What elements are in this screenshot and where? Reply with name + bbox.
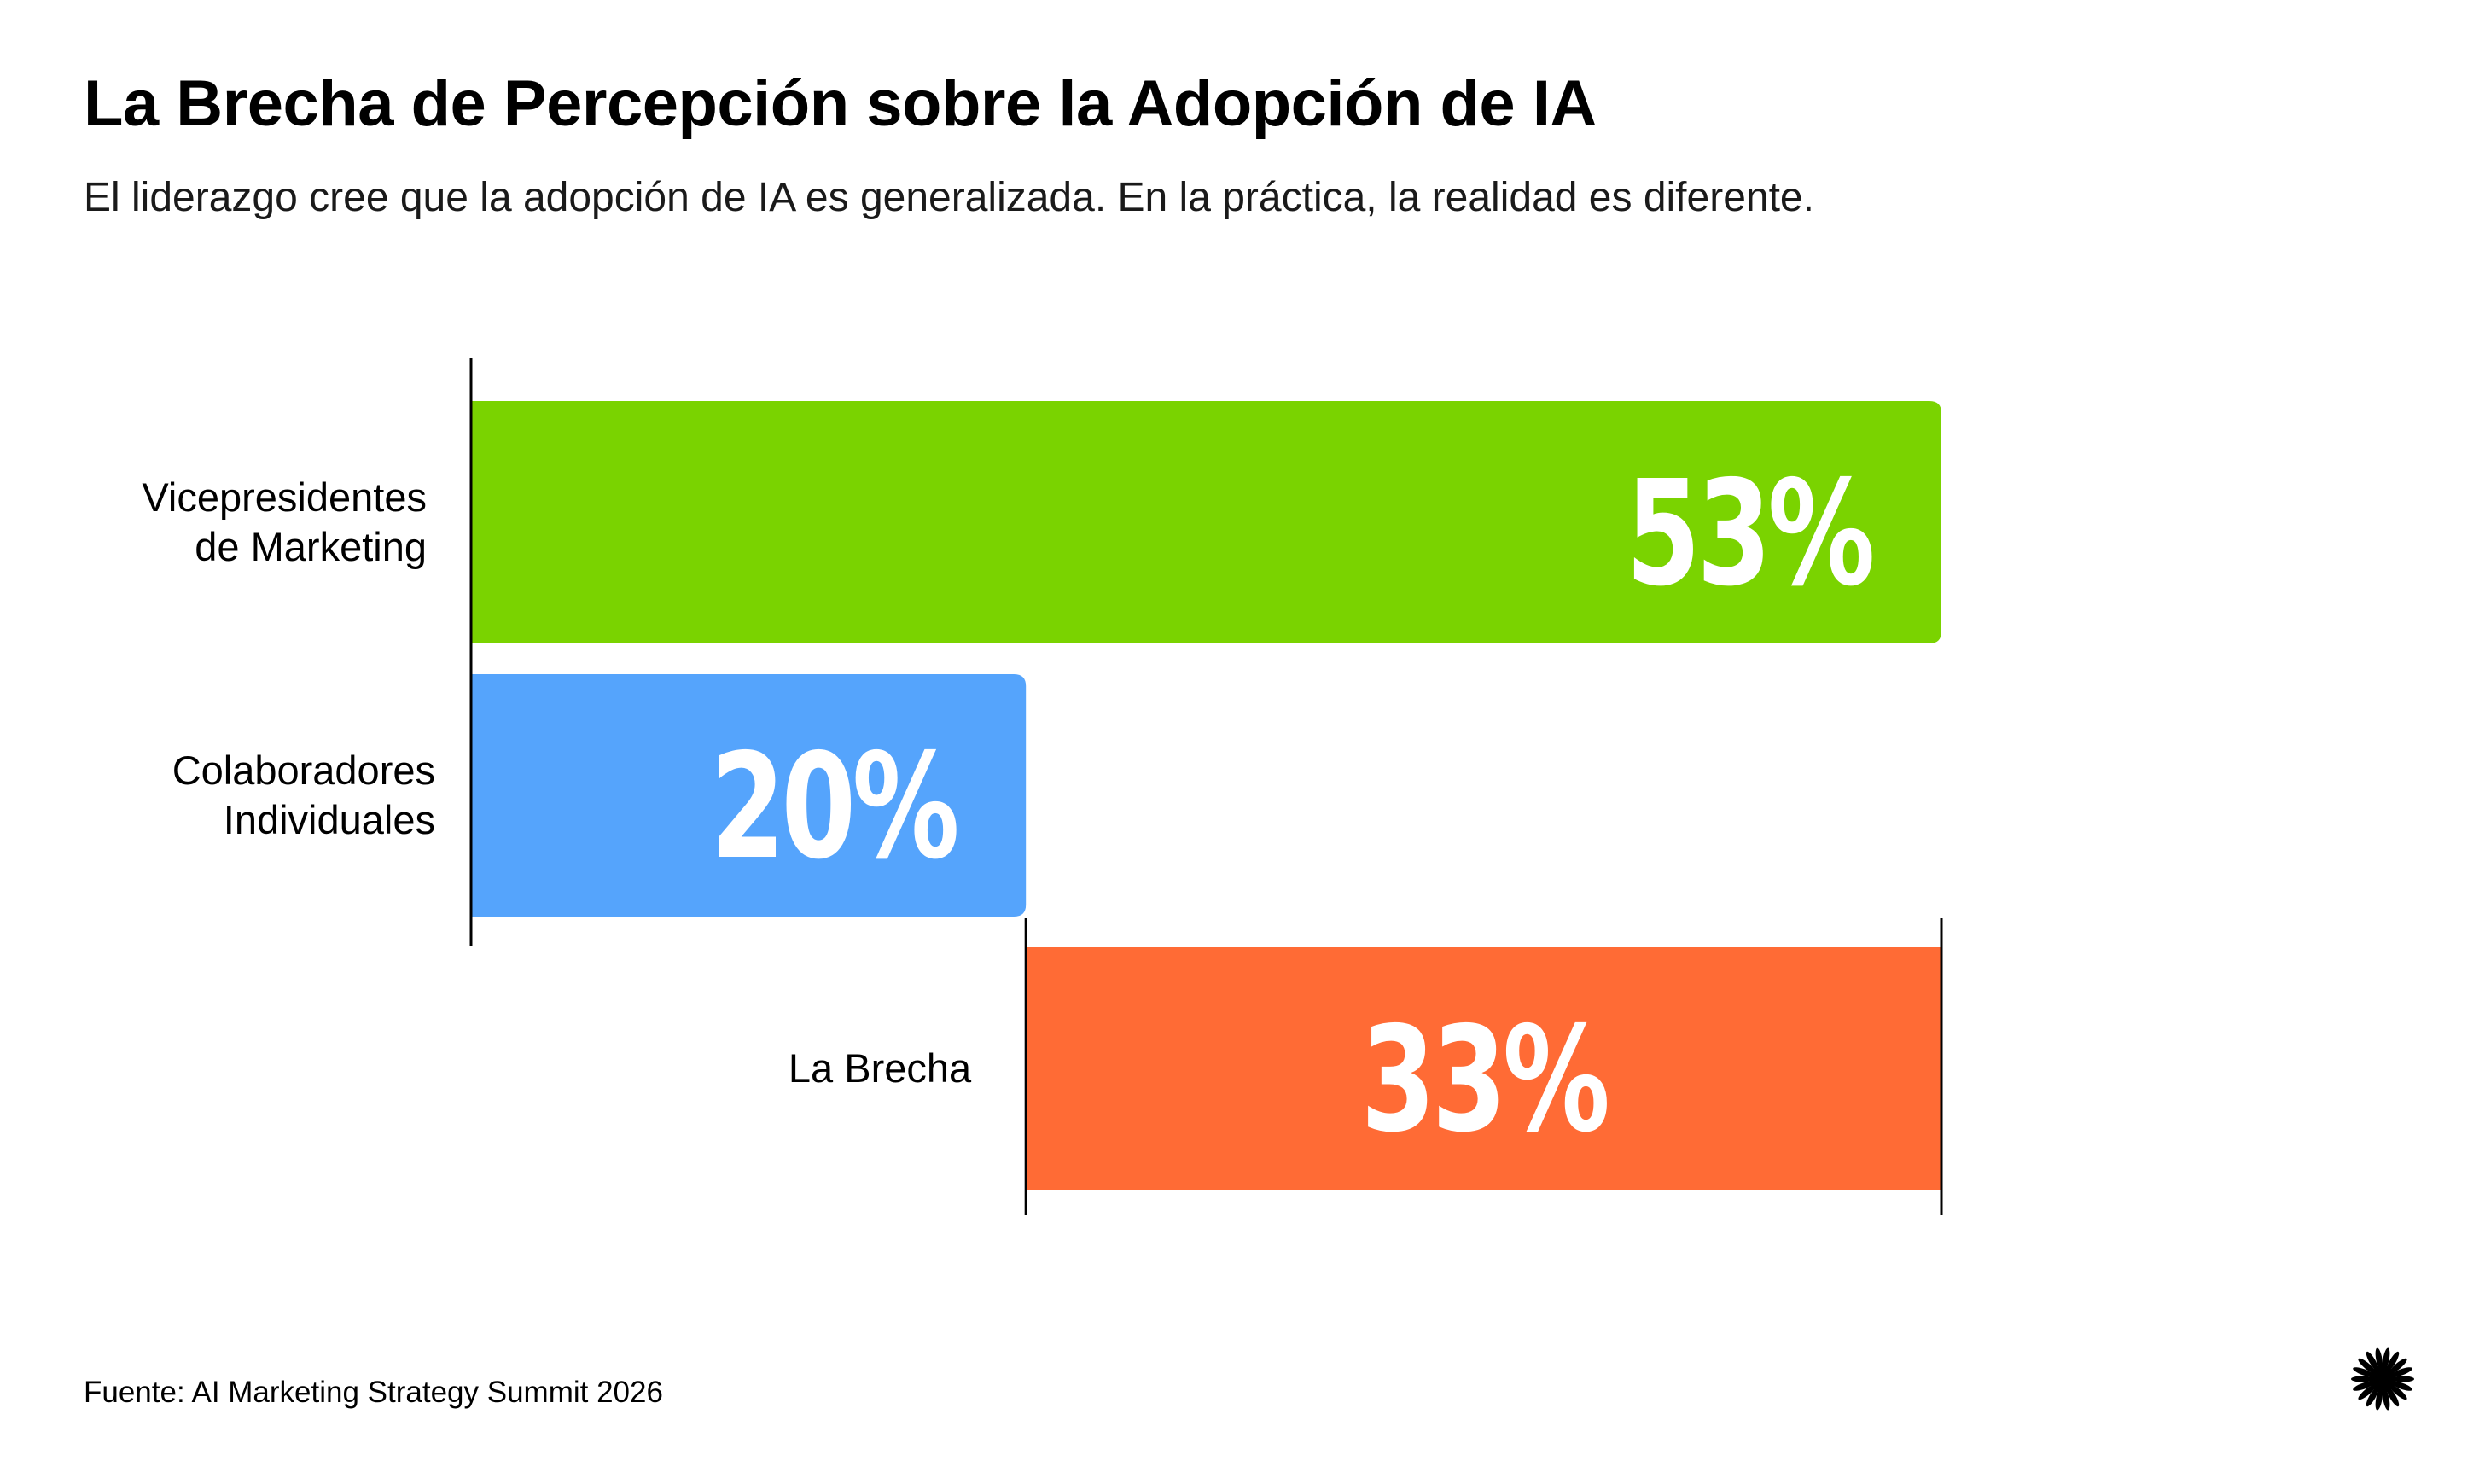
bar-colaboradores <box>471 674 1027 917</box>
bar-vicepresidentes <box>471 401 1941 643</box>
value-label-brecha: 33% <box>1361 996 1608 1165</box>
source-note: Fuente: AI Marketing Strategy Summit 202… <box>84 1376 663 1409</box>
starburst-icon <box>2351 1347 2414 1411</box>
value-label-colaboradores: 20% <box>710 723 957 892</box>
category-label-colaboradores: Individuales <box>224 797 435 842</box>
category-label-brecha: La Brecha <box>789 1045 972 1091</box>
category-label-vicepresidentes: Vicepresidentes <box>142 474 427 520</box>
category-label-colaboradores: Colaboradores <box>172 748 435 793</box>
category-label-vicepresidentes: de Marketing <box>195 524 427 569</box>
page-subtitle: El liderazgo cree que la adopción de IA … <box>84 175 1814 220</box>
bar-brecha <box>1026 947 1941 1190</box>
value-label-vicepresidentes: 53% <box>1626 450 1872 619</box>
page-title: La Brecha de Percepción sobre la Adopció… <box>84 67 1597 140</box>
